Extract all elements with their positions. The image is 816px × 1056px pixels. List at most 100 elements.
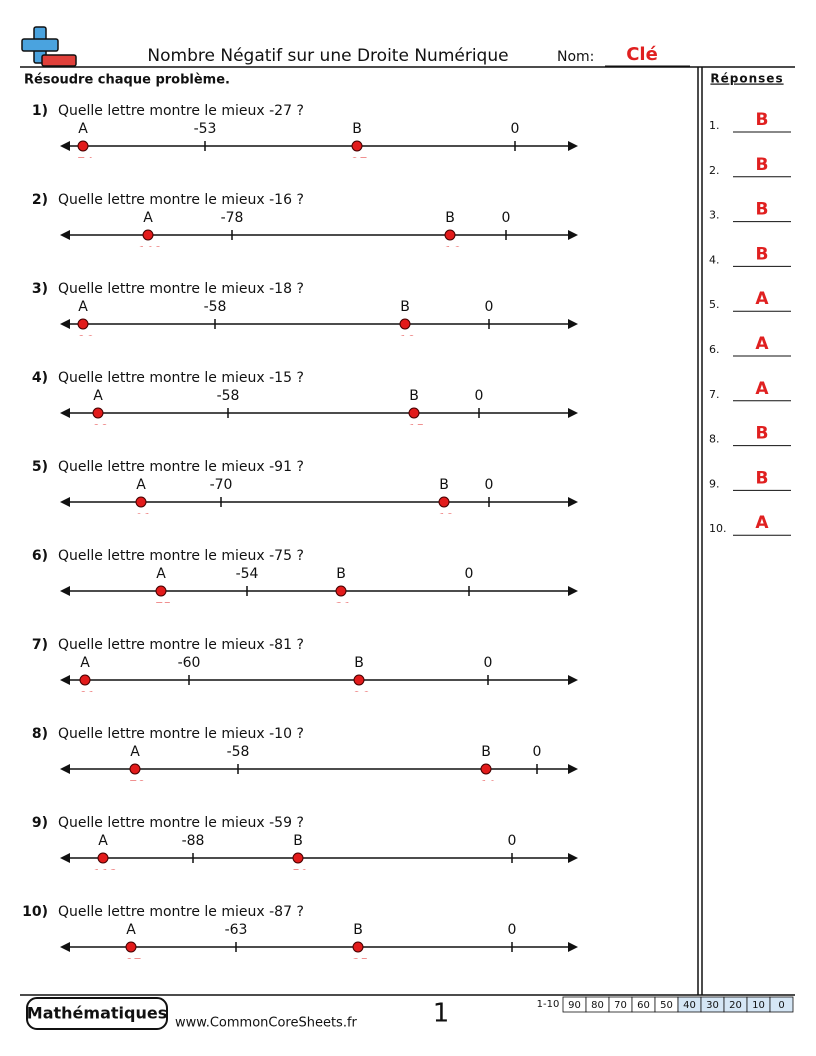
answer-number: 10. [709,522,727,535]
name-value: Clé [626,44,658,65]
answer: A [755,289,769,309]
tick-label: -53 [194,121,217,137]
problem-number: 4) [32,370,48,386]
point [444,229,456,241]
question: Quelle lettre montre le mieux -10 ? [58,726,304,742]
instructions: Résoudre chaque problème. [24,73,230,88]
tick-label: -88 [182,833,205,849]
point-label: A [78,121,88,137]
point-label: A [93,388,103,404]
tick-label: 0 [508,833,517,849]
tick-label: 0 [511,121,520,137]
score: 70 [614,1000,627,1011]
point [352,941,364,953]
answer-number: 2. [709,164,720,177]
point [353,674,365,686]
value-mask [394,425,434,441]
point [79,674,91,686]
point-label: A [126,922,136,938]
score: 90 [568,1000,581,1011]
point-label: B [354,655,364,671]
point-label: B [400,299,410,315]
url: www.CommonCoreSheets.fr [175,1016,358,1031]
tick-label: -78 [221,210,244,226]
value-mask [63,158,103,174]
answer: B [756,110,769,130]
point [92,407,104,419]
point [77,318,89,330]
brand: Mathématiques [27,1004,167,1023]
logo [21,26,77,67]
point-label: B [409,388,419,404]
answer-number: 1. [709,119,720,132]
answers-title: Réponses [710,72,783,86]
score: 50 [660,1000,673,1011]
question: Quelle lettre montre le mieux -75 ? [58,548,304,564]
answer-number: 9. [709,477,720,490]
point [399,318,411,330]
answer-number: 5. [709,298,720,311]
value-mask [128,247,168,263]
problem-number: 5) [32,459,48,475]
point-label: B [293,833,303,849]
point [480,763,492,775]
tick-label: -70 [210,477,233,493]
point [142,229,154,241]
point-label: A [156,566,166,582]
point [438,496,450,508]
point-label: B [352,121,362,137]
point-label: A [98,833,108,849]
point [135,496,147,508]
problem-number: 9) [32,815,48,831]
value-mask [65,692,105,708]
point [292,852,304,864]
point [335,585,347,597]
point-label: A [130,744,140,760]
tick-label: 0 [508,922,517,938]
point-label: A [80,655,90,671]
problem-number: 6) [32,548,48,564]
tick-label: 0 [484,655,493,671]
brand-box [26,997,168,1030]
value-mask [430,247,470,263]
score-range: 1-10 [537,999,560,1010]
point-label: B [445,210,455,226]
tick-label: -58 [217,388,240,404]
score: 40 [683,1000,696,1011]
answer-number: 4. [709,253,720,266]
answer: A [755,513,769,533]
page-number: 1 [433,999,450,1029]
question: Quelle lettre montre le mieux -16 ? [58,192,304,208]
value-mask [321,603,361,619]
tick-label: 0 [475,388,484,404]
value-mask [385,336,425,352]
score: 20 [729,1000,742,1011]
point [408,407,420,419]
value-mask [424,514,464,530]
question: Quelle lettre montre le mieux -18 ? [58,281,304,297]
answer: A [755,334,769,354]
question: Quelle lettre montre le mieux -81 ? [58,637,304,653]
score: 80 [591,1000,604,1011]
answer: B [756,155,769,175]
tick-label: -54 [236,566,259,582]
value-mask [121,514,161,530]
problem-number: 1) [32,103,48,119]
tick-label: -58 [227,744,250,760]
question: Quelle lettre montre le mieux -87 ? [58,904,304,920]
answer: B [756,244,769,264]
value-mask [63,336,103,352]
score: 0 [778,1000,784,1011]
answer-number: 3. [709,209,720,222]
point-label: B [353,922,363,938]
point-label: B [336,566,346,582]
point-label: B [439,477,449,493]
problem-number: 8) [32,726,48,742]
point [97,852,109,864]
question: Quelle lettre montre le mieux -59 ? [58,815,304,831]
value-mask [338,959,378,975]
tick-label: -60 [178,655,201,671]
point-label: B [481,744,491,760]
value-mask [78,425,118,441]
